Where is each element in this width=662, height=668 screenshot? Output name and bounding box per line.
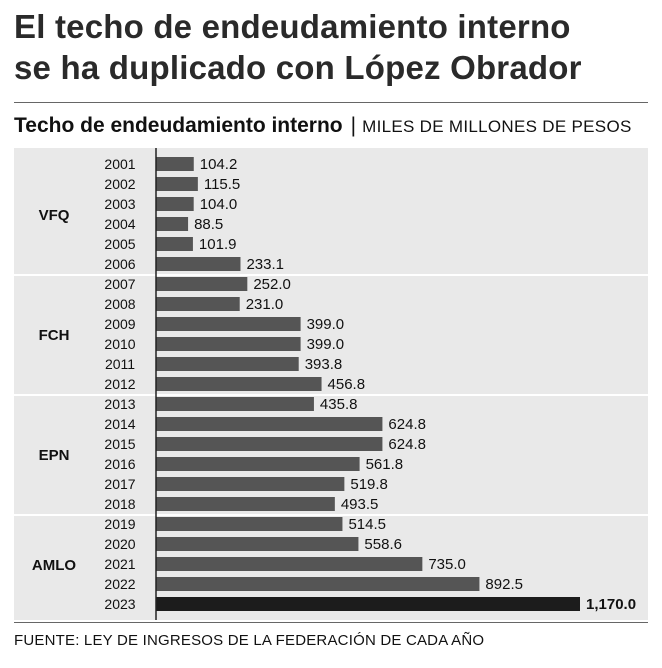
- chart-subtitle-row: Techo de endeudamiento interno | MILES DE …: [14, 114, 632, 138]
- value-label-2003: 104.0: [200, 196, 238, 213]
- bar-2014: [156, 417, 383, 431]
- value-label-2001: 104.2: [200, 156, 238, 173]
- header-divider: [14, 102, 648, 103]
- year-label-2007: 2007: [104, 276, 135, 292]
- year-label-2013: 2013: [104, 396, 135, 412]
- year-label-2009: 2009: [104, 316, 135, 332]
- chart-title: Techo de endeudamiento interno: [14, 114, 343, 137]
- year-label-2015: 2015: [104, 436, 135, 452]
- value-label-2008: 231.0: [246, 296, 284, 313]
- bar-2006: [156, 257, 241, 271]
- value-label-2017: 519.8: [350, 476, 388, 493]
- bar-2012: [156, 377, 322, 391]
- year-label-2023: 2023: [104, 596, 135, 612]
- bar-2016: [156, 457, 360, 471]
- bar-2021: [156, 557, 423, 571]
- value-label-2014: 624.8: [388, 416, 426, 433]
- value-label-2020: 558.6: [364, 536, 402, 553]
- value-label-2004: 88.5: [194, 216, 223, 233]
- year-label-2011: 2011: [105, 356, 135, 372]
- value-label-2005: 101.9: [199, 236, 237, 253]
- value-label-2009: 399.0: [307, 316, 345, 333]
- year-label-2021: 2021: [104, 556, 135, 572]
- group-label-epn: EPN: [39, 447, 70, 464]
- bar-2010: [156, 337, 301, 351]
- title-separator: |: [350, 114, 357, 137]
- bar-2022: [156, 577, 480, 591]
- headline-line-1: El techo de endeudamiento interno: [14, 8, 571, 45]
- bar-2007: [156, 277, 248, 291]
- headline-line-2: se ha duplicado con López Obrador: [14, 49, 582, 86]
- value-label-2010: 399.0: [307, 336, 345, 353]
- year-label-2006: 2006: [104, 256, 135, 272]
- year-label-2017: 2017: [104, 476, 135, 492]
- bar-2008: [156, 297, 240, 311]
- bar-2019: [156, 517, 343, 531]
- year-label-2020: 2020: [104, 536, 135, 552]
- bar-2023: [156, 597, 580, 611]
- year-label-2002: 2002: [104, 176, 135, 192]
- chart-panel: VFQ 2001 104.2 2002 115.5 2003 104.0 2004 88.5 20…: [14, 148, 648, 620]
- value-label-2007: 252.0: [253, 276, 291, 293]
- value-label-2002: 115.5: [204, 176, 240, 193]
- bar-2011: [156, 357, 299, 371]
- value-label-2015: 624.8: [388, 436, 426, 453]
- bar-2003: [156, 197, 194, 211]
- bar-chart: VFQ 2001 104.2 2002 115.5 2003 104.0 2004 88.5 20…: [14, 148, 648, 620]
- value-label-2016: 561.8: [366, 456, 404, 473]
- year-label-2019: 2019: [104, 516, 135, 532]
- bar-2018: [156, 497, 335, 511]
- bar-2013: [156, 397, 314, 411]
- bar-2009: [156, 317, 301, 331]
- group-label-vfq: VFQ: [39, 207, 70, 224]
- value-label-2021: 735.0: [428, 556, 466, 573]
- value-label-2018: 493.5: [341, 496, 379, 513]
- year-label-2022: 2022: [104, 576, 135, 592]
- year-label-2018: 2018: [104, 496, 135, 512]
- group-label-fch: FCH: [39, 327, 70, 344]
- year-label-2008: 2008: [104, 296, 135, 312]
- bar-2017: [156, 477, 345, 491]
- bar-2001: [156, 157, 194, 171]
- year-label-2003: 2003: [104, 196, 135, 212]
- bar-2015: [156, 437, 383, 451]
- value-label-2012: 456.8: [328, 376, 366, 393]
- headline: El techo de endeudamiento interno se ha …: [14, 6, 582, 88]
- value-label-2013: 435.8: [320, 396, 358, 413]
- year-label-2012: 2012: [104, 376, 135, 392]
- year-label-2016: 2016: [104, 456, 135, 472]
- year-label-2005: 2005: [104, 236, 135, 252]
- year-label-2004: 2004: [104, 216, 135, 232]
- value-label-2006: 233.1: [246, 256, 284, 273]
- value-label-2019: 514.5: [348, 516, 386, 533]
- year-label-2014: 2014: [104, 416, 135, 432]
- value-label-2011: 393.8: [305, 356, 343, 373]
- value-label-2022: 892.5: [485, 576, 523, 593]
- bar-2005: [156, 237, 193, 251]
- group-label-amlo: AMLO: [32, 557, 76, 574]
- bar-2002: [156, 177, 198, 191]
- year-label-2001: 2001: [104, 156, 135, 172]
- source-note: FUENTE: LEY DE INGRESOS DE LA FEDERACIÓN…: [14, 632, 485, 649]
- year-label-2010: 2010: [104, 336, 135, 352]
- bar-2020: [156, 537, 359, 551]
- footer-divider: [14, 622, 648, 623]
- units-label: MILES DE MILLONES DE PESOS: [362, 117, 632, 136]
- value-label-2023: 1,170.0: [586, 596, 636, 613]
- bar-2004: [156, 217, 189, 231]
